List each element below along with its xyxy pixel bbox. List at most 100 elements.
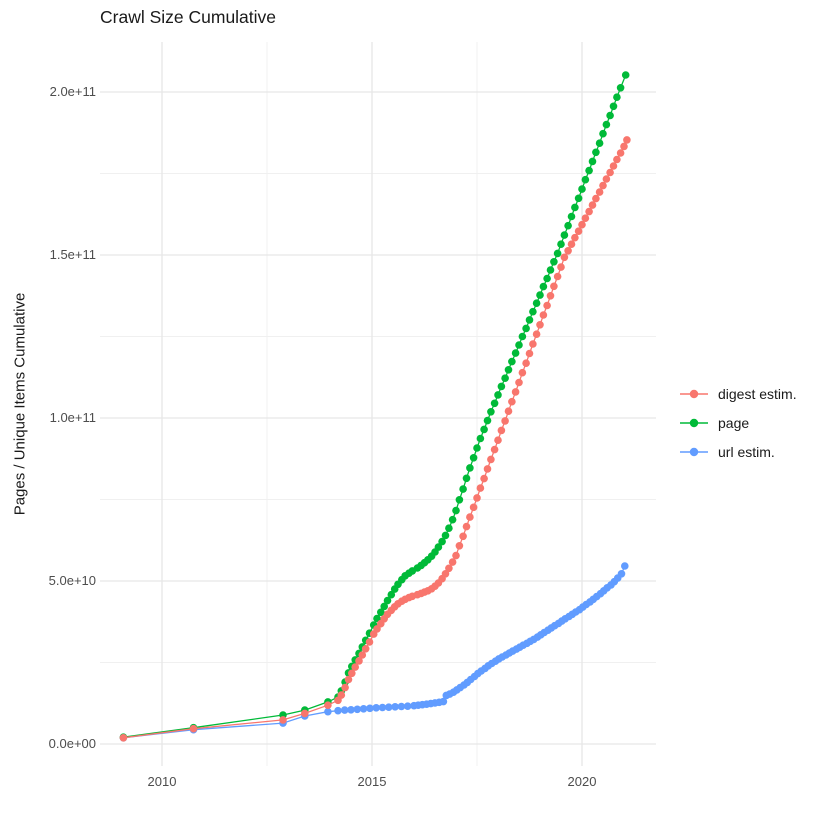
data-point — [340, 706, 349, 714]
data-point — [539, 282, 548, 291]
legend-item-page: page — [678, 408, 797, 437]
data-point — [480, 425, 488, 434]
legend-key-digest-estim-icon — [680, 389, 708, 398]
data-point — [279, 716, 287, 724]
data-point — [324, 701, 332, 709]
data-point — [571, 203, 579, 212]
data-point — [359, 705, 368, 713]
data-point — [522, 324, 530, 333]
x-tick-label: 2010 — [147, 774, 177, 789]
data-point — [348, 669, 356, 678]
data-point — [189, 724, 198, 733]
data-point — [504, 366, 513, 374]
data-point — [616, 149, 625, 157]
data-point — [532, 330, 541, 339]
data-point — [459, 485, 467, 493]
data-point — [455, 496, 464, 504]
data-point — [606, 111, 614, 120]
data-point — [445, 524, 453, 532]
data-point — [476, 484, 485, 492]
data-point — [452, 506, 460, 515]
data-point — [365, 638, 374, 646]
data-point — [473, 494, 481, 502]
data-point — [358, 651, 367, 659]
data-point — [473, 444, 481, 452]
data-point — [497, 382, 506, 391]
data-point — [391, 703, 399, 711]
data-point — [385, 703, 393, 711]
data-point — [609, 162, 618, 170]
data-point — [504, 407, 513, 416]
data-point — [602, 120, 611, 129]
series-line — [123, 74, 627, 738]
data-point — [536, 291, 544, 299]
legend: digest estim. page url estim. — [678, 379, 797, 466]
data-point — [438, 537, 446, 546]
data-point — [546, 292, 555, 300]
data-point — [617, 570, 626, 578]
data-point — [501, 417, 509, 425]
data-point — [469, 503, 478, 512]
data-point — [581, 175, 590, 184]
legend-key-point — [689, 447, 699, 456]
data-point — [494, 391, 502, 399]
legend-label: digest estim. — [718, 385, 797, 402]
data-point — [511, 388, 520, 396]
data-point — [574, 227, 583, 235]
data-point — [599, 181, 607, 190]
data-point — [483, 416, 492, 425]
data-point — [341, 683, 349, 692]
data-point — [574, 194, 583, 203]
data-point — [581, 214, 590, 222]
data-point — [595, 139, 604, 147]
data-point — [588, 157, 597, 166]
series-url-estim — [119, 562, 629, 742]
data-point — [462, 522, 471, 531]
data-point — [383, 596, 392, 605]
data-point — [459, 532, 467, 541]
data-point — [452, 551, 460, 560]
data-point — [518, 368, 527, 377]
data-point — [462, 474, 471, 483]
data-point — [518, 332, 527, 341]
series-line — [123, 139, 628, 739]
data-point — [445, 564, 453, 573]
data-point — [613, 93, 621, 101]
data-point — [564, 221, 572, 230]
data-point — [469, 454, 478, 462]
data-point — [592, 194, 600, 203]
data-point — [490, 399, 499, 408]
data-point — [620, 142, 628, 151]
data-point — [347, 706, 355, 714]
data-point — [588, 201, 597, 209]
series-line — [123, 565, 626, 739]
data-point — [466, 513, 474, 521]
data-point — [448, 515, 457, 524]
x-tick-label: 2015 — [357, 774, 387, 789]
data-point — [487, 408, 495, 416]
series-page — [119, 71, 630, 741]
data-point — [585, 207, 593, 216]
data-point — [529, 307, 537, 316]
data-point — [623, 136, 631, 144]
data-point — [508, 357, 516, 366]
data-point — [539, 311, 548, 319]
y-tick-label: 2.0e+11 — [49, 84, 96, 99]
data-point — [344, 675, 353, 684]
legend-key-point — [689, 389, 699, 398]
data-point — [378, 703, 387, 712]
legend-key-page-icon — [680, 418, 708, 427]
data-point — [606, 168, 614, 177]
data-point — [525, 349, 534, 358]
y-axis-title: Pages / Unique Items Cumulative — [11, 292, 29, 516]
data-point — [550, 282, 558, 291]
data-point — [439, 697, 448, 706]
data-point — [387, 590, 396, 599]
data-point — [480, 474, 488, 483]
data-point — [525, 316, 534, 324]
y-tick-label: 1.5e+11 — [49, 247, 96, 262]
legend-label: page — [718, 414, 750, 431]
y-tick-label: 5.0e+10 — [48, 573, 96, 588]
data-point — [373, 625, 381, 633]
x-tick-label: 2020 — [567, 774, 597, 789]
